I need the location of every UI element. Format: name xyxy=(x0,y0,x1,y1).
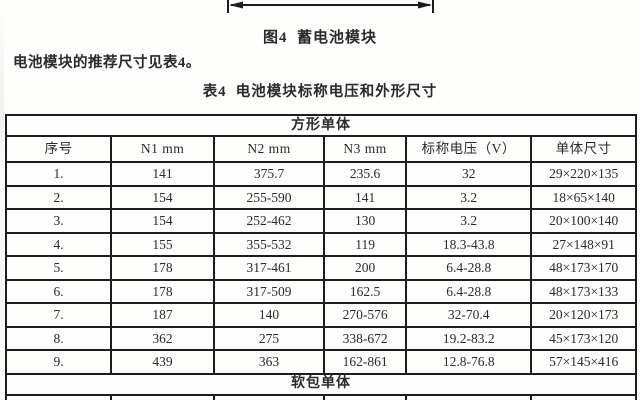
cell-n1: 154 xyxy=(110,208,215,234)
col-header-cell-size: 单体尺寸 xyxy=(530,135,637,163)
col-header-n1: N1 mm xyxy=(110,135,215,163)
cell-size: 45×173×120 xyxy=(530,325,637,351)
arrowhead-left-icon xyxy=(229,1,243,9)
cell-n2: 355-532 xyxy=(212,231,326,257)
cell-n1: 178 xyxy=(110,278,215,304)
table-row: 方形单体 xyxy=(5,114,637,137)
cell-voltage: 6.4-28.8 xyxy=(405,255,533,281)
cell-serial: 7. xyxy=(5,302,113,328)
cell-size: 48×173×133 xyxy=(530,278,637,304)
col-header-n2: N2 mm xyxy=(212,135,326,163)
cell-n2: 140 xyxy=(212,302,326,328)
table-cell xyxy=(530,393,637,400)
table-row: 5. 178 317-461 200 6.4-28.8 48×173×170 xyxy=(5,255,637,281)
table-row: 4. 155 355-532 119 18.3-43.8 27×148×91 xyxy=(5,231,637,257)
cell-serial: 8. xyxy=(5,325,113,351)
cell-n1: 141 xyxy=(110,161,215,187)
cell-n1: 362 xyxy=(110,325,215,351)
cell-serial: 3. xyxy=(5,208,113,234)
cell-n3: 119 xyxy=(323,231,408,257)
cell-n3: 235.6 xyxy=(323,161,408,187)
cell-size: 48×173×170 xyxy=(530,255,637,281)
table-row: 7. 187 140 270-576 32-70.4 20×120×173 xyxy=(5,302,637,328)
battery-module-table: 方形单体 序号 N1 mm N2 mm N3 mm 标称电压（V） 单体尺寸 1… xyxy=(5,114,637,400)
table-row: 软包单体 xyxy=(5,372,637,396)
cell-serial: 5. xyxy=(5,255,113,281)
cell-size: 20×120×173 xyxy=(530,302,637,328)
table-cell xyxy=(405,393,533,400)
table-cell xyxy=(110,393,215,400)
cell-n3: 338-672 xyxy=(323,325,408,351)
cell-voltage: 12.8-76.8 xyxy=(405,349,533,375)
cell-n3: 162.5 xyxy=(323,278,408,304)
cell-voltage: 6.4-28.8 xyxy=(405,278,533,304)
cell-n1: 187 xyxy=(110,302,215,328)
table-container: 方形单体 序号 N1 mm N2 mm N3 mm 标称电压（V） 单体尺寸 1… xyxy=(5,114,637,400)
col-header-serial: 序号 xyxy=(5,135,113,163)
intro-paragraph: 电池模块的推荐尺寸见表4。 xyxy=(13,55,201,71)
cell-n2: 317-461 xyxy=(212,255,326,281)
cell-size: 18×65×140 xyxy=(530,184,637,210)
cell-n2: 375.7 xyxy=(212,161,326,187)
table-cell xyxy=(212,393,326,400)
cell-size: 57×145×416 xyxy=(530,349,637,375)
table-row: 6. 178 317-509 162.5 6.4-28.8 48×173×133 xyxy=(5,278,637,304)
cell-voltage: 32-70.4 xyxy=(405,302,533,328)
figure-dimension-line xyxy=(227,0,434,13)
figure-caption: 图4 蓄电池模块 xyxy=(262,30,377,46)
table-cell xyxy=(5,393,113,400)
cell-size: 29×220×135 xyxy=(530,161,637,187)
cell-n2: 255-590 xyxy=(212,184,326,210)
cell-voltage: 19.2-83.2 xyxy=(405,325,533,351)
cell-voltage: 3.2 xyxy=(405,208,533,234)
cell-voltage: 3.2 xyxy=(405,184,533,210)
cell-serial: 4. xyxy=(5,231,113,257)
cell-voltage: 32 xyxy=(405,161,533,187)
cell-n2: 252-462 xyxy=(212,208,326,234)
table-row: 8. 362 275 338-672 19.2-83.2 45×173×120 xyxy=(5,325,637,351)
cell-serial: 1. xyxy=(5,161,113,187)
cell-serial: 9. xyxy=(5,349,113,375)
cell-n2: 363 xyxy=(212,349,326,375)
col-header-n3: N3 mm xyxy=(323,135,408,163)
cell-n3: 200 xyxy=(323,255,408,281)
col-header-voltage: 标称电压（V） xyxy=(405,135,533,163)
cell-n1: 154 xyxy=(110,184,215,210)
cell-size: 20×100×140 xyxy=(530,208,637,234)
table-row: 2. 154 255-590 141 3.2 18×65×140 xyxy=(5,184,637,210)
cell-n2: 317-509 xyxy=(212,278,326,304)
table-row-partial xyxy=(5,393,637,400)
cell-n1: 178 xyxy=(110,255,215,281)
table-row: 9. 439 363 162-861 12.8-76.8 57×145×416 xyxy=(5,349,637,375)
cell-voltage: 18.3-43.8 xyxy=(405,231,533,257)
cell-serial: 2. xyxy=(5,184,113,210)
table-row: 3. 154 252-462 130 3.2 20×100×140 xyxy=(5,208,637,234)
table-row: 序号 N1 mm N2 mm N3 mm 标称电压（V） 单体尺寸 xyxy=(5,135,637,163)
table-row: 1. 141 375.7 235.6 32 29×220×135 xyxy=(5,161,637,187)
cell-n3: 270-576 xyxy=(323,302,408,328)
table-title: 表4 电池模块标称电压和外形尺寸 xyxy=(202,84,438,100)
cell-n1: 155 xyxy=(110,231,215,257)
cell-n1: 439 xyxy=(110,349,215,375)
cell-n3: 162-861 xyxy=(323,349,408,375)
arrowhead-right-icon xyxy=(418,1,432,9)
cell-n3: 141 xyxy=(323,184,408,210)
section-header-pouch: 软包单体 xyxy=(5,372,637,396)
section-header-prismatic: 方形单体 xyxy=(5,114,637,137)
scan-noise-artifact xyxy=(0,0,4,400)
cell-serial: 6. xyxy=(5,278,113,304)
table-cell xyxy=(323,393,408,400)
cell-size: 27×148×91 xyxy=(530,231,637,257)
cell-n2: 275 xyxy=(212,325,326,351)
cell-n3: 130 xyxy=(323,208,408,234)
